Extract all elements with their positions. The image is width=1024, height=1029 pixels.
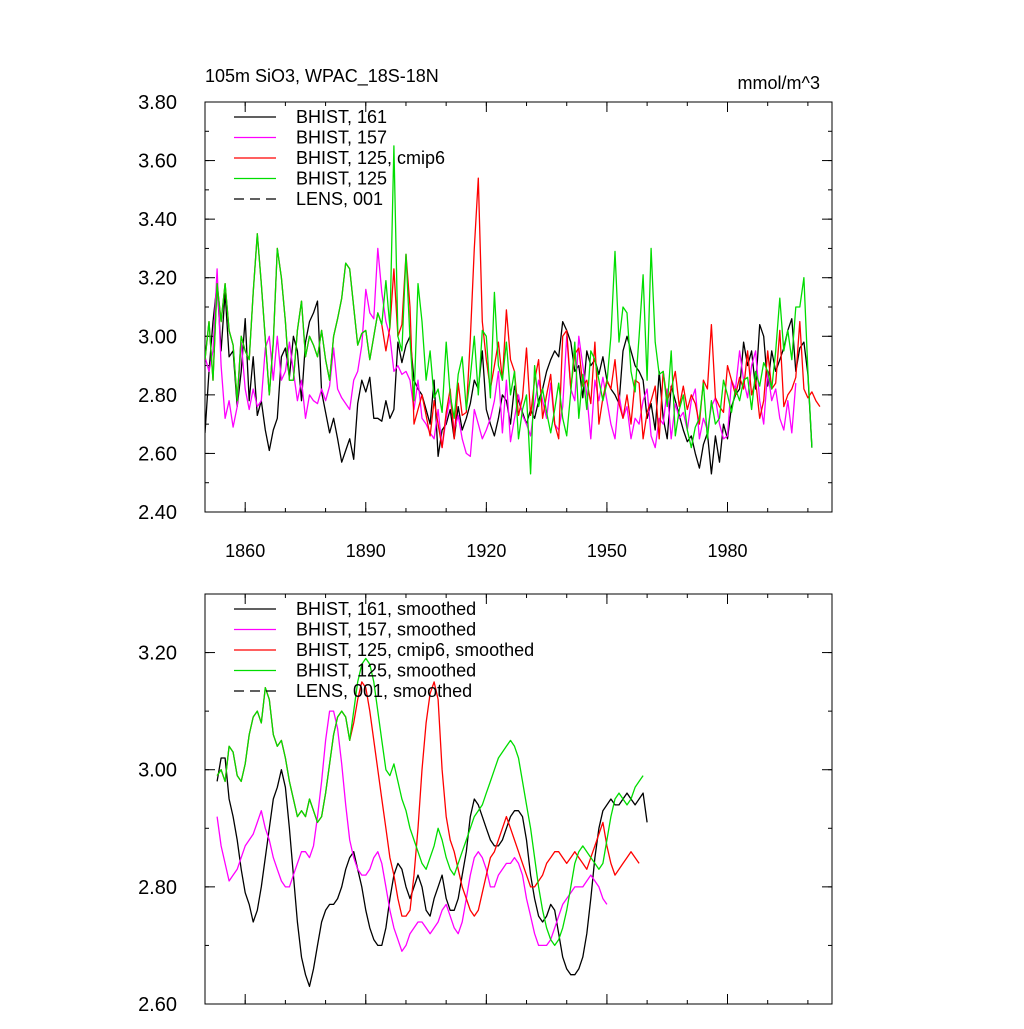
legend-label: BHIST, 125 — [296, 169, 387, 189]
series-line-top-0 — [205, 282, 813, 475]
x-tick-label: 1950 — [587, 541, 627, 561]
y-tick-label: 3.80 — [138, 92, 177, 114]
legend-label: BHIST, 157, smoothed — [296, 620, 476, 640]
series-line-bottom-1 — [216, 710, 608, 952]
y-tick-label: 3.20 — [138, 643, 177, 665]
y-tick-label: 2.60 — [138, 443, 177, 465]
series-line-bottom-0 — [216, 757, 648, 988]
x-tick-label: 1920 — [466, 541, 506, 561]
y-tick-label: 3.40 — [138, 209, 177, 231]
legend-label: BHIST, 157 — [296, 128, 387, 148]
x-tick-label: 1980 — [707, 541, 747, 561]
series-line-bottom-2 — [216, 681, 640, 917]
legend-label: LENS, 001, smoothed — [296, 681, 472, 701]
legend-label: BHIST, 161 — [296, 107, 387, 127]
legend-label: LENS, 001 — [296, 189, 383, 209]
y-tick-label: 2.80 — [138, 385, 177, 407]
legend-label: BHIST, 161, smoothed — [296, 599, 476, 619]
series-line-top-3 — [205, 145, 813, 475]
panel-top-raw: 105m SiO3, WPAC_18S-18N mmol/m^3 1860 189… — [138, 66, 833, 561]
x-tick-label: 1890 — [346, 541, 386, 561]
y-tick-label: 3.00 — [138, 326, 177, 348]
legend-label: BHIST, 125, cmip6, smoothed — [296, 640, 534, 660]
y-tick-label: 3.60 — [138, 151, 177, 173]
bottom-plot-frame — [204, 593, 833, 1005]
chart-title: 105m SiO3, WPAC_18S-18N — [205, 66, 439, 87]
series-line-top-1 — [205, 247, 797, 458]
y-tick-label: 2.60 — [138, 994, 177, 1016]
y-tick-label: 2.80 — [138, 877, 177, 899]
series-line-bottom-3 — [216, 657, 644, 947]
y-tick-label: 3.00 — [138, 760, 177, 782]
y-tick-label: 2.40 — [138, 502, 177, 524]
legend-label: BHIST, 125, smoothed — [296, 661, 476, 681]
y-tick-label: 3.20 — [138, 268, 177, 290]
x-tick-label: 1860 — [225, 541, 265, 561]
legend-label: BHIST, 125, cmip6 — [296, 148, 445, 168]
units-label: mmol/m^3 — [738, 73, 820, 93]
